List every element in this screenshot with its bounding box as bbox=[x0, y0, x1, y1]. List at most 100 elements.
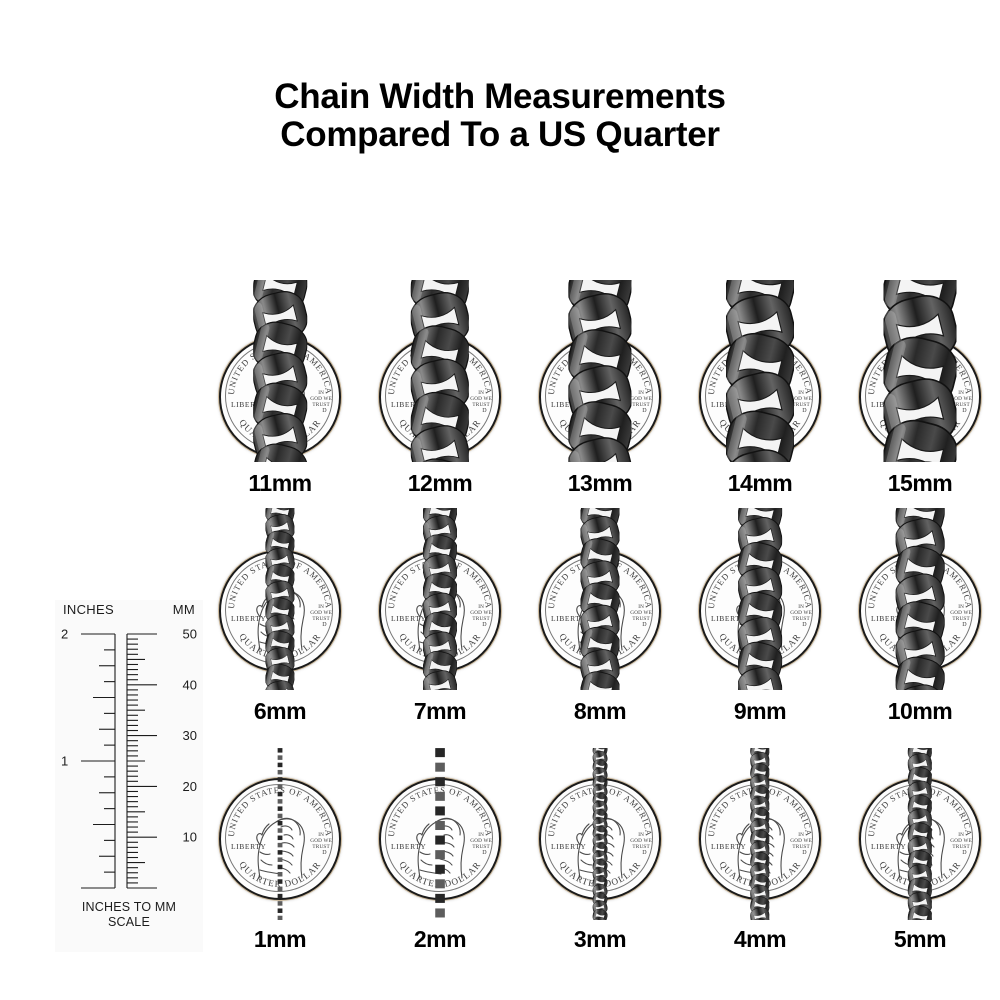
coin-mint-mark: D bbox=[482, 408, 487, 414]
ruler-header: INCHES MM bbox=[55, 600, 203, 622]
chain-strand bbox=[750, 748, 770, 920]
coin-mint-mark: D bbox=[962, 850, 967, 856]
coin-motto-text: IN GOD WE TRUST bbox=[790, 390, 812, 408]
coin-motto-text: IN GOD WE TRUST bbox=[310, 604, 332, 622]
coin-mint-mark: D bbox=[322, 408, 327, 414]
coin-liberty-text: LIBERTY bbox=[871, 614, 907, 623]
chain-size-label: 10mm bbox=[887, 698, 953, 724]
chain-strand bbox=[435, 748, 445, 920]
chain-size-label: 6mm bbox=[253, 698, 307, 724]
chain-size-label: 5mm bbox=[893, 926, 947, 952]
ruler-scale-graphic: 2 1 50 40 30 20 10 bbox=[55, 624, 203, 896]
washington-profile-icon bbox=[248, 800, 312, 884]
chain-size-label: 3mm bbox=[573, 926, 627, 952]
inches-to-mm-ruler: INCHES MM 2 1 50 40 30 20 10 INCHES TO MM SCAL… bbox=[55, 600, 203, 952]
coin-motto-text: IN GOD WE TRUST bbox=[790, 604, 812, 622]
coin-mint-mark: D bbox=[322, 850, 327, 856]
coin-mint-mark: D bbox=[482, 850, 487, 856]
coin-motto-text: IN GOD WE TRUST bbox=[630, 604, 652, 622]
chain-strand bbox=[907, 748, 933, 920]
coin-liberty-text: LIBERTY bbox=[871, 842, 907, 851]
coin-liberty-text: LIBERTY bbox=[391, 842, 427, 851]
title-line-1: Chain Width Measurements bbox=[274, 77, 726, 116]
coin-motto-text: IN GOD WE TRUST bbox=[630, 832, 652, 850]
coin-mint-mark: D bbox=[642, 408, 647, 414]
chain-strand bbox=[592, 748, 608, 920]
coin-liberty-text: LIBERTY bbox=[551, 614, 587, 623]
washington-profile-icon bbox=[408, 800, 472, 884]
coin-liberty-text: LIBERTY bbox=[391, 400, 427, 409]
coin-inner-ring bbox=[225, 784, 333, 892]
chain-strand bbox=[422, 508, 458, 690]
chain-strand bbox=[277, 748, 283, 920]
coin-mint-mark: D bbox=[802, 622, 807, 628]
coin-liberty-text: LIBERTY bbox=[711, 842, 747, 851]
chain-size-label: 8mm bbox=[573, 698, 627, 724]
coin-mint-mark: D bbox=[642, 850, 647, 856]
chain-strand bbox=[265, 508, 295, 690]
chain-size-label: 1mm bbox=[253, 926, 307, 952]
chain-size-label: 14mm bbox=[727, 470, 793, 496]
coin-motto-text: IN GOD WE TRUST bbox=[470, 604, 492, 622]
chain-strand bbox=[580, 508, 620, 690]
coin-mint-mark: D bbox=[322, 622, 327, 628]
coin-motto-text: IN GOD WE TRUST bbox=[950, 832, 972, 850]
chain-strand bbox=[725, 280, 795, 462]
coin-mint-mark: D bbox=[962, 622, 967, 628]
chain-size-label: 4mm bbox=[733, 926, 787, 952]
coin-mint-mark: D bbox=[482, 622, 487, 628]
ruler-caption: INCHES TO MM SCALE bbox=[55, 900, 203, 930]
coin-motto-text: IN GOD WE TRUST bbox=[630, 390, 652, 408]
chain-size-label: 12mm bbox=[407, 470, 473, 496]
coin-motto-text: IN GOD WE TRUST bbox=[790, 832, 812, 850]
chain-size-label: 9mm bbox=[733, 698, 787, 724]
coin-liberty-text: LIBERTY bbox=[231, 400, 267, 409]
svg-text:10: 10 bbox=[183, 830, 197, 845]
coin-liberty-text: LIBERTY bbox=[711, 614, 747, 623]
coin-liberty-text: LIBERTY bbox=[231, 842, 267, 851]
svg-text:50: 50 bbox=[183, 627, 197, 642]
title-line-2: Compared To a US Quarter bbox=[280, 115, 720, 154]
coin-mint-mark: D bbox=[642, 622, 647, 628]
coin-motto-text: IN GOD WE TRUST bbox=[950, 390, 972, 408]
svg-text:30: 30 bbox=[183, 728, 197, 743]
chain-strand bbox=[410, 280, 470, 462]
coin-mint-mark: D bbox=[802, 850, 807, 856]
ruler-header-mm: MM bbox=[172, 602, 195, 617]
coin-liberty-text: LIBERTY bbox=[391, 614, 427, 623]
svg-text:20: 20 bbox=[183, 779, 197, 794]
svg-text:40: 40 bbox=[183, 677, 197, 692]
coin-liberty-text: LIBERTY bbox=[551, 842, 587, 851]
chain-strand bbox=[883, 280, 957, 462]
svg-text:1: 1 bbox=[61, 754, 68, 769]
ruler-caption-line-1: INCHES TO MM bbox=[81, 900, 177, 914]
coin-motto-text: IN GOD WE TRUST bbox=[950, 604, 972, 622]
chain-strand bbox=[568, 280, 632, 462]
coin-motto-text: IN GOD WE TRUST bbox=[470, 832, 492, 850]
coin-mint-mark: D bbox=[962, 408, 967, 414]
coin-liberty-text: LIBERTY bbox=[551, 400, 587, 409]
coin-liberty-text: LIBERTY bbox=[231, 614, 267, 623]
chain-size-label: 11mm bbox=[248, 470, 312, 496]
coin-motto-text: IN GOD WE TRUST bbox=[310, 832, 332, 850]
ruler-header-inches: INCHES bbox=[63, 602, 114, 617]
coin-mint-mark: D bbox=[802, 408, 807, 414]
